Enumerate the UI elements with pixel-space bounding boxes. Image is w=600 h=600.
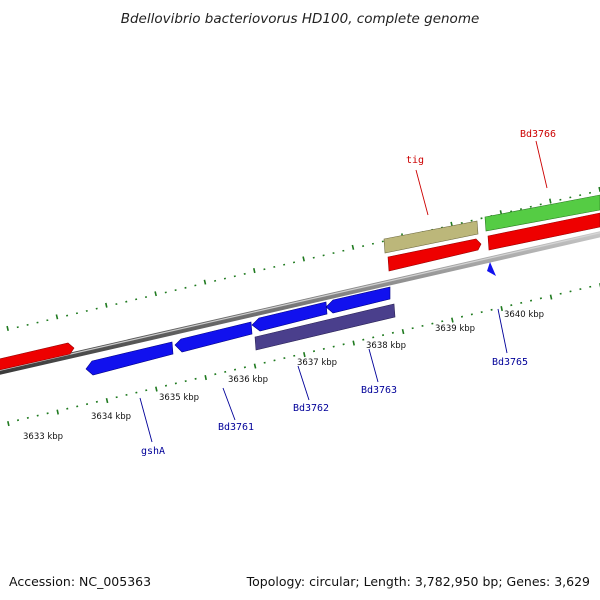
major-tick [401,329,405,335]
accession-label: Accession: NC_005363 [9,574,151,589]
major-tick [56,409,59,415]
major-tick [253,363,257,369]
major-tick [6,325,9,331]
major-tick [55,314,59,320]
major-tick [204,375,207,381]
major-tick [105,398,109,404]
major-tick [253,268,256,274]
major-tick [351,244,355,250]
gene-label-bd3761[interactable]: Bd3761 [218,422,254,433]
gene-label-bd3763[interactable]: Bd3763 [361,385,397,396]
feature-tig-misc[interactable] [383,220,479,254]
kbp-label: 3636 kbp [228,375,268,385]
gene-label-leaders [139,140,548,443]
genome-summary: Topology: circular; Length: 3,782,950 bp… [246,574,590,589]
major-tick [155,386,158,392]
major-tick [549,294,553,300]
kbp-label: 3639 kbp [435,324,475,334]
feature-bd3766-cds[interactable] [487,212,600,251]
feature-bd3763-cds[interactable] [325,286,391,314]
major-tick [352,340,355,346]
kbp-label: 3638 kbp [366,341,406,351]
feature-bd3761-cds[interactable] [174,321,253,353]
major-tick [451,317,454,323]
gene-labels: gshA Bd3761 Bd3762 Bd3763 Bd3765 tig Bd3… [141,129,556,457]
gene-label-gsha[interactable]: gshA [141,446,165,457]
kbp-label: 3634 kbp [91,412,131,422]
major-tick [303,352,306,358]
major-tick [154,291,157,297]
major-tick [7,421,10,427]
map-title: Bdellovibrio bacteriovorus HD100, comple… [121,11,480,27]
kbp-label: 3633 kbp [23,432,63,442]
major-tick [549,198,552,204]
genome-backbone [0,231,600,375]
feature-bd3765-marker[interactable] [487,262,496,276]
feature-forward-cds[interactable] [0,342,75,371]
feature-bd3762-cds[interactable] [251,301,328,332]
kbp-label: 3637 kbp [297,358,337,368]
feature-bd3762-misc[interactable] [254,303,396,351]
gene-label-bd3762[interactable]: Bd3762 [293,403,329,414]
major-tick [302,256,305,262]
feature-tig-cds[interactable] [387,238,482,272]
major-tick [203,279,207,285]
gene-label-tig[interactable]: tig [406,155,424,166]
gene-label-bd3766[interactable]: Bd3766 [520,129,556,140]
kbp-label: 3635 kbp [159,393,199,403]
feature-bd3766-rna[interactable] [484,194,600,232]
kbp-label: 3640 kbp [504,310,544,320]
major-tick [500,306,503,312]
inner-tick-row [7,283,600,427]
feature-gsha-cds[interactable] [85,341,174,376]
gene-label-bd3765[interactable]: Bd3765 [492,357,528,368]
major-tick [105,302,108,308]
kbp-scale-labels: 3633 kbp 3634 kbp 3635 kbp 3636 kbp 3637… [23,310,544,442]
